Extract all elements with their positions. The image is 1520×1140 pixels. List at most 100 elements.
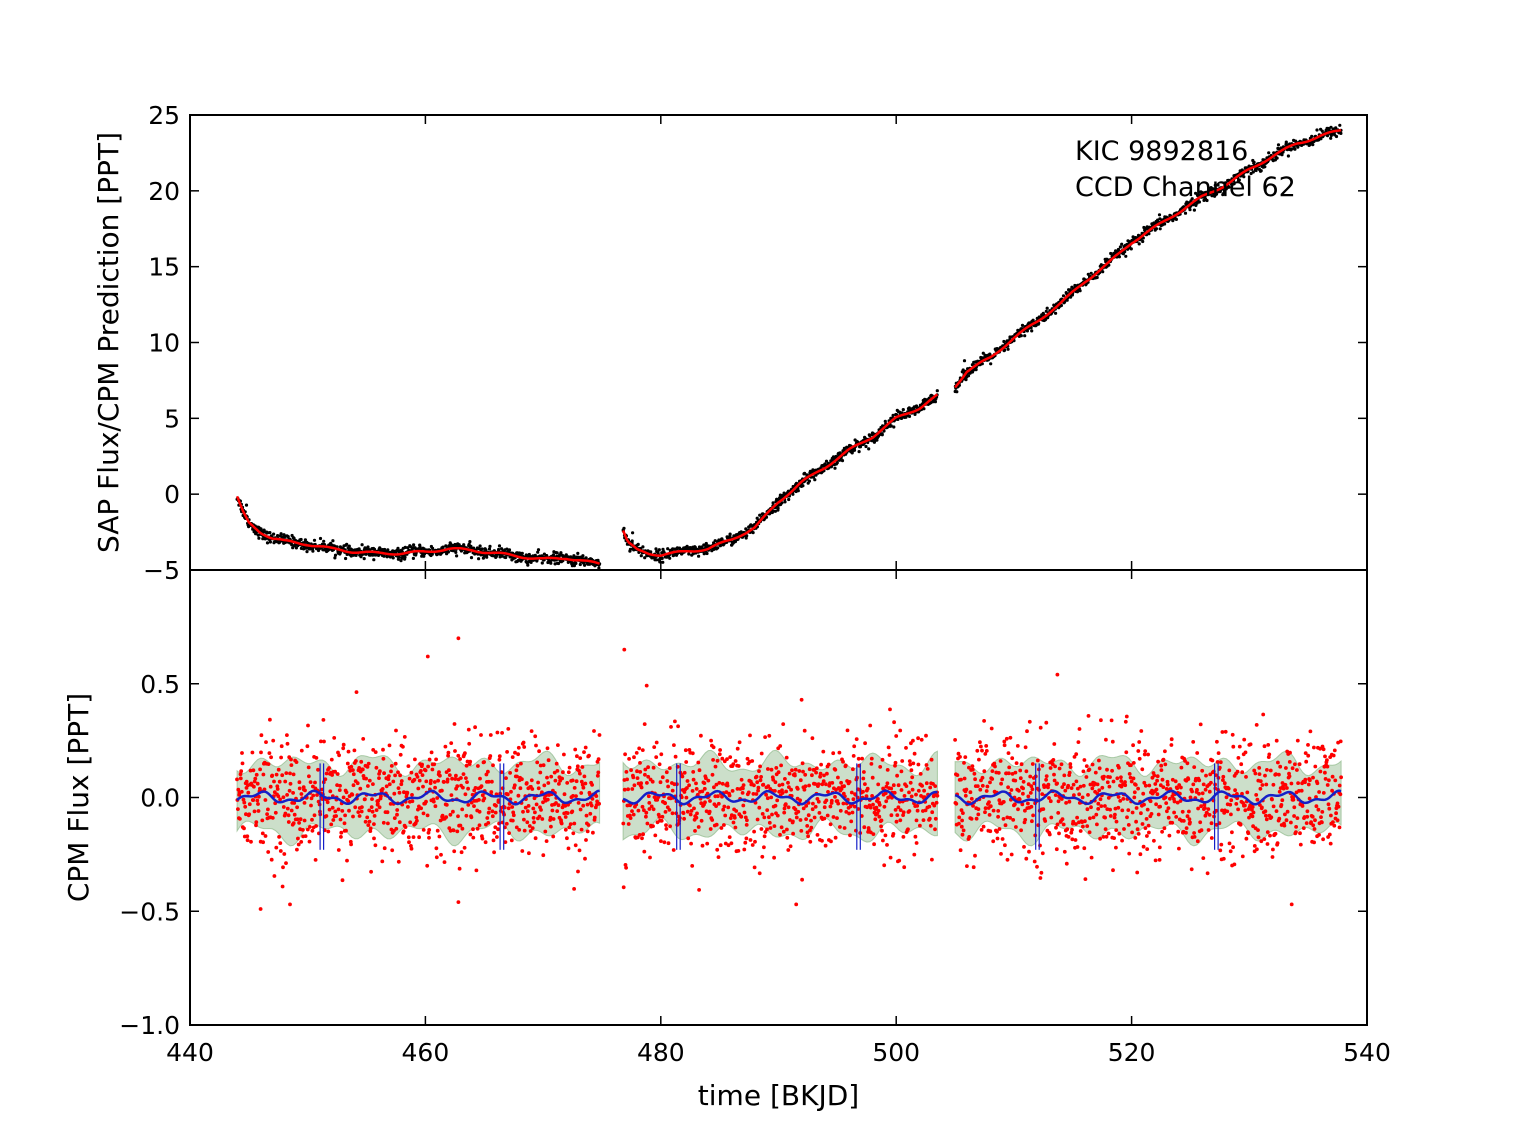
cpm-data-point — [1028, 774, 1033, 779]
top-data-point — [649, 550, 653, 554]
cpm-data-point — [706, 778, 711, 783]
cpm-data-point — [776, 770, 781, 775]
top-data-point — [290, 543, 294, 547]
cpm-data-point — [682, 770, 687, 775]
cpm-data-point — [315, 793, 319, 797]
cpm-data-point — [427, 828, 432, 832]
cpm-data-point — [881, 838, 885, 843]
cpm-data-point — [1169, 737, 1174, 742]
cpm-data-point — [1259, 839, 1264, 844]
cpm-data-point — [1140, 822, 1145, 826]
cpm-data-point — [621, 885, 626, 890]
cpm-data-point — [1255, 797, 1260, 802]
cpm-data-point — [670, 811, 675, 816]
cpm-data-point — [429, 750, 434, 755]
cpm-data-point — [962, 776, 967, 781]
cpm-data-point — [269, 755, 273, 760]
cpm-data-point — [431, 799, 436, 804]
cpm-data-point — [1026, 794, 1031, 799]
cpm-data-point — [737, 740, 742, 745]
cpm-data-point — [266, 762, 271, 766]
cpm-data-point — [918, 823, 922, 828]
cpm-data-point — [514, 768, 519, 773]
cpm-data-point — [509, 789, 513, 794]
cpm-data-point — [815, 797, 820, 801]
cpm-data-point — [314, 824, 318, 828]
top-data-point — [412, 543, 416, 547]
cpm-data-point — [573, 843, 578, 848]
cpm-data-point — [727, 835, 732, 839]
cpm-data-point — [717, 752, 722, 757]
cpm-data-point — [1078, 829, 1083, 833]
cpm-data-point — [280, 773, 285, 778]
cpm-data-point — [288, 771, 292, 776]
cpm-data-point — [1240, 791, 1244, 796]
cpm-data-point — [396, 859, 401, 864]
cpm-data-point — [466, 803, 471, 807]
top-data-point — [480, 547, 484, 551]
cpm-data-point — [1170, 820, 1175, 825]
cpm-data-point — [408, 820, 413, 825]
cpm-data-point — [1126, 808, 1131, 812]
cpm-data-point — [1186, 777, 1191, 781]
cpm-data-point — [344, 790, 349, 795]
cpm-data-point — [725, 783, 730, 788]
cpm-data-point — [1040, 792, 1045, 796]
cpm-data-point — [728, 816, 733, 820]
cpm-data-point — [313, 858, 318, 862]
cpm-data-point — [464, 763, 469, 768]
cpm-data-point — [584, 813, 589, 818]
cpm-data-point — [1234, 802, 1239, 806]
cpm-data-point — [777, 789, 782, 794]
cpm-data-point — [565, 811, 570, 815]
cpm-data-point — [820, 782, 825, 787]
cpm-data-point — [1208, 772, 1213, 777]
cpm-data-point — [1074, 779, 1079, 784]
cpm-data-point — [1129, 779, 1134, 784]
cpm-data-point — [1258, 779, 1263, 784]
cpm-data-point — [451, 828, 456, 833]
top-data-point — [728, 532, 732, 536]
top-data-point — [572, 554, 576, 558]
cpm-data-point — [351, 768, 355, 772]
cpm-data-point — [340, 809, 345, 813]
cpm-data-point — [717, 781, 722, 785]
cpm-data-point — [1098, 797, 1103, 802]
cpm-data-point — [796, 809, 801, 814]
top-data-point — [823, 462, 827, 466]
cpm-data-point — [255, 781, 260, 786]
cpm-data-point — [626, 787, 630, 792]
cpm-data-point — [396, 786, 401, 790]
top-data-point — [583, 563, 587, 567]
cpm-data-point — [1030, 762, 1035, 766]
cpm-data-point — [710, 818, 715, 822]
cpm-data-point — [596, 770, 601, 775]
cpm-data-point — [512, 783, 517, 788]
top-data-point — [988, 352, 992, 356]
cpm-data-point — [1264, 782, 1269, 787]
top-data-point — [889, 424, 893, 428]
cpm-data-point — [801, 806, 806, 811]
cpm-data-point — [657, 815, 662, 819]
top-data-point — [257, 536, 261, 540]
cpm-data-point — [704, 809, 709, 814]
top-data-point — [454, 550, 458, 555]
top-data-point — [1105, 257, 1109, 261]
cpm-data-point — [339, 830, 344, 835]
cpm-data-point — [587, 753, 591, 758]
cpm-data-point — [836, 801, 841, 806]
cpm-data-point — [893, 760, 898, 765]
cpm-data-point — [833, 767, 838, 772]
cpm-data-point — [912, 852, 917, 857]
cpm-data-point — [810, 736, 815, 741]
cpm-data-point — [821, 779, 826, 784]
top-data-point — [955, 390, 959, 394]
cpm-data-point — [1038, 876, 1043, 880]
cpm-data-point — [1131, 761, 1136, 765]
cpm-data-point — [345, 761, 350, 766]
top-data-point — [584, 556, 588, 560]
cpm-data-point — [539, 808, 543, 812]
cpm-data-point — [955, 773, 960, 777]
top-data-point — [641, 545, 645, 549]
cpm-data-point — [909, 768, 914, 773]
